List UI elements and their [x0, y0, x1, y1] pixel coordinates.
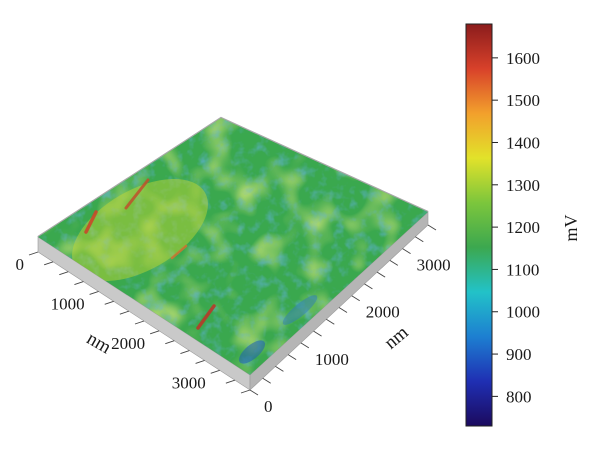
surface-high-region — [72, 178, 208, 282]
colorbar-tick-label: 800 — [506, 387, 532, 406]
colorbar-tick-label: 1100 — [506, 260, 539, 279]
x-axis-tick-label: 3000 — [172, 373, 206, 392]
colorbar-tick-label: 1400 — [506, 133, 540, 152]
x-axis-tick-mark — [134, 320, 145, 325]
y-axis-tick-mark — [313, 330, 322, 337]
y-axis-tick-mark — [364, 283, 373, 290]
x-axis-label: nm — [83, 328, 115, 358]
surface-peak-ridge-4 — [170, 244, 188, 260]
y-axis-tick-mark — [376, 271, 386, 278]
x-axis-tick-mark — [74, 281, 84, 285]
y-axis-tick-mark — [262, 377, 271, 384]
y-axis-tick-mark — [300, 342, 310, 349]
colorbar-tick-label: 1500 — [506, 91, 540, 110]
y-axis-tick-mark — [275, 366, 284, 372]
surface-low-region-2 — [282, 295, 318, 325]
y-axis-tick-label: 0 — [264, 397, 273, 416]
colorbar: 800 900 1000 1100 1200 1300 1400 1500 1600 mV — [465, 23, 581, 427]
y-axis-tick-mark — [389, 259, 399, 266]
y-axis-tick-mark — [427, 224, 437, 231]
surface-peak-ridge-3 — [196, 304, 216, 330]
y-axis-tick-mark — [402, 248, 411, 254]
y-axis-tick-mark — [338, 307, 348, 313]
y-axis-tick-label: 3000 — [417, 256, 451, 275]
x-axis-tick-mark — [225, 379, 235, 384]
colorbar-tick-label: 1300 — [506, 176, 540, 195]
y-axis-tick-mark — [287, 354, 297, 361]
surface-peak-ridge-2 — [124, 178, 150, 210]
surface-peak-ridge-1 — [84, 210, 98, 234]
y-axis-tick-label: 1000 — [315, 350, 349, 369]
y-axis-tick-mark — [351, 295, 360, 302]
y-axis-tick-mark — [415, 236, 424, 243]
x-axis-tick-mark — [28, 251, 39, 256]
potential-surface — [38, 118, 428, 375]
x-axis-tick-label: 0 — [16, 255, 25, 274]
x-axis-ticks: 0 1000 2000 3000 — [16, 251, 251, 394]
x-axis-tick-mark — [210, 369, 220, 374]
colorbar-tick-label: 1200 — [506, 218, 540, 237]
x-axis-tick-mark — [240, 389, 251, 394]
y-axis-tick-label: 2000 — [366, 303, 400, 322]
colorbar-tick-label: 1000 — [506, 303, 540, 322]
x-axis-tick-label: 1000 — [51, 294, 85, 313]
x-axis-tick-mark — [119, 310, 129, 315]
colorbar-tick-label: 1600 — [506, 49, 540, 68]
surface-texture-blue — [38, 118, 428, 375]
x-axis-tick-mark — [44, 261, 54, 266]
colorbar-tick-label: 900 — [506, 345, 532, 364]
colorbar-rect — [465, 23, 493, 427]
surface-low-region-1 — [238, 340, 266, 364]
x-axis-tick-mark — [150, 330, 160, 335]
x-axis-tick-mark — [89, 291, 99, 295]
x-axis-tick-label: 2000 — [111, 334, 145, 353]
colorbar-ticks: 800 900 1000 1100 1200 1300 1400 1500 1600 — [492, 49, 540, 406]
x-axis-tick-mark — [195, 360, 205, 364]
colorbar-label: mV — [561, 214, 581, 241]
x-axis-tick-mark — [104, 300, 114, 305]
x-axis-tick-mark — [180, 350, 190, 354]
x-axis-tick-mark — [59, 271, 69, 276]
y-axis-tick-mark — [249, 389, 259, 396]
x-axis-tick-mark — [165, 340, 175, 345]
y-axis-tick-mark — [326, 318, 335, 325]
y-axis-ticks: 0 1000 2000 3000 — [249, 224, 451, 416]
y-axis-label: nm — [380, 322, 412, 354]
